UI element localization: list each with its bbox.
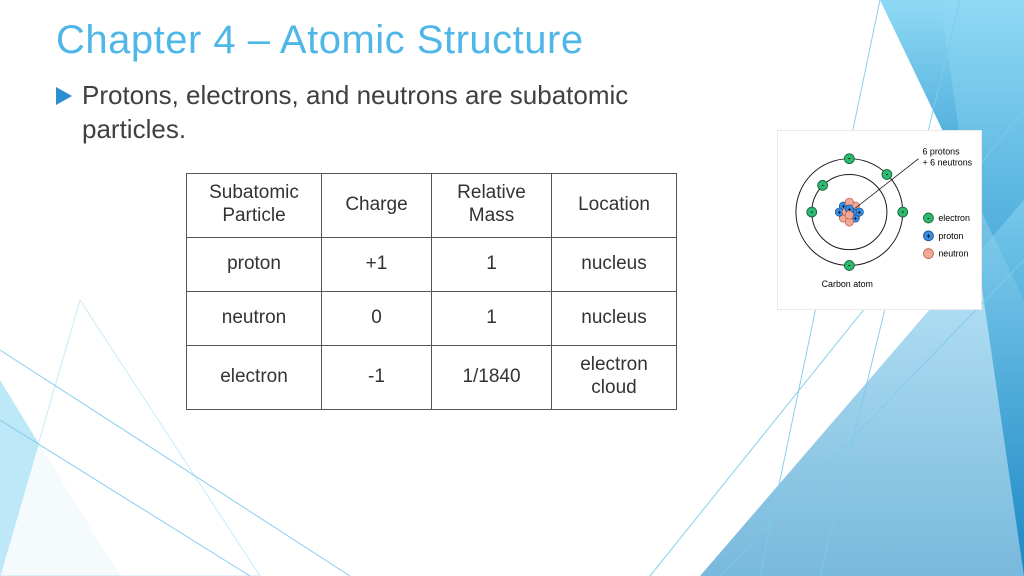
table-cell: nucleus <box>552 237 677 291</box>
triangle-bullet-icon <box>56 87 72 105</box>
table-cell: +1 <box>322 237 432 291</box>
svg-text:+ 6 neutrons: + 6 neutrons <box>923 158 973 168</box>
svg-text:neutron: neutron <box>938 249 968 259</box>
table-cell: electroncloud <box>552 345 677 409</box>
svg-text:electron: electron <box>938 213 970 223</box>
table-header-cell: SubatomicParticle <box>187 173 322 237</box>
svg-text:+: + <box>926 233 930 240</box>
table-row: proton+11nucleus <box>187 237 677 291</box>
table-header-cell: Charge <box>322 173 432 237</box>
atom-diagram: ++++++------6 protons+ 6 neutronsCarbon … <box>777 130 982 310</box>
table-header-cell: Location <box>552 173 677 237</box>
page-title: Chapter 4 – Atomic Structure <box>56 18 968 63</box>
svg-text:+: + <box>857 211 861 217</box>
svg-text:Carbon atom: Carbon atom <box>822 279 873 289</box>
table-cell: nucleus <box>552 291 677 345</box>
table-cell: 1 <box>432 291 552 345</box>
svg-text:6 protons: 6 protons <box>923 147 961 157</box>
bullet-text: Protons, electrons, and neutrons are sub… <box>82 79 722 147</box>
table-row: electron-11/1840electroncloud <box>187 345 677 409</box>
table-cell: proton <box>187 237 322 291</box>
table-cell: 0 <box>322 291 432 345</box>
svg-text:+: + <box>838 211 842 217</box>
table-row: neutron01nucleus <box>187 291 677 345</box>
table-cell: 1 <box>432 237 552 291</box>
svg-text:proton: proton <box>938 231 963 241</box>
particles-table: SubatomicParticleChargeRelativeMassLocat… <box>186 173 677 410</box>
svg-text:+: + <box>854 216 858 222</box>
table-cell: electron <box>187 345 322 409</box>
table-cell: 1/1840 <box>432 345 552 409</box>
table-row: SubatomicParticleChargeRelativeMassLocat… <box>187 173 677 237</box>
table-cell: -1 <box>322 345 432 409</box>
table-cell: neutron <box>187 291 322 345</box>
table-header-cell: RelativeMass <box>432 173 552 237</box>
